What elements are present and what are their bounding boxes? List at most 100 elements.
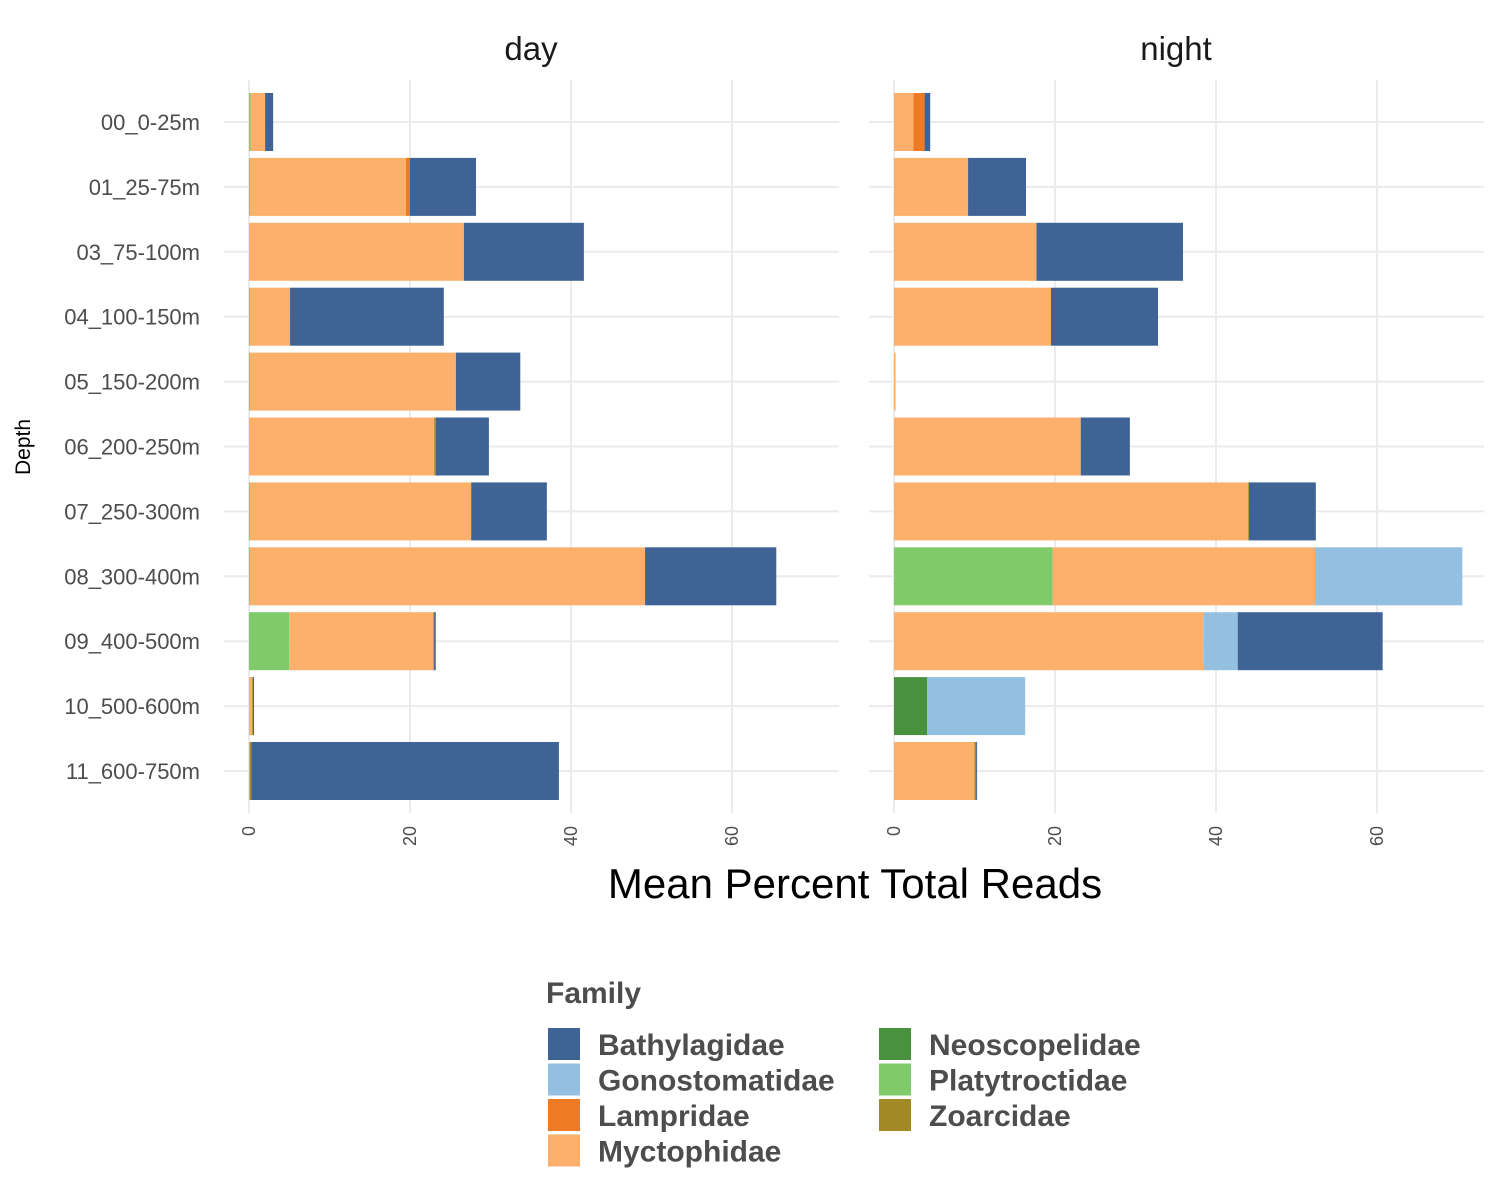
bar-segment: day 03_75-100m Myctophidae: 26.7 — [249, 222, 464, 281]
bar-segment: night 03_75-100m Bathylagidae: 18.2 — [1036, 222, 1183, 281]
bar-segment: night 00_0-25m Myctophidae: 2.4 — [894, 93, 914, 151]
bar-segment: day 06_200-250m Myctophidae: 23 — [249, 417, 435, 476]
chart-panels: day 00_0-25m Platytroctidae: 0.2day 00_0… — [224, 30, 1484, 846]
bar-segment: day 08_300-400m Myctophidae: 49.1 — [249, 547, 646, 606]
legend-items: BathylagidaeGonostomatidaeLampridaeMycto… — [548, 1028, 1141, 1169]
bar-segment: day 04_100-150m Platytroctidae: 0.1 — [249, 287, 250, 346]
bar-segment: night 11_600-750m Myctophidae: 10 — [894, 742, 975, 800]
y-tick-label: 01_25-75m — [89, 175, 200, 200]
bar-segment: night 06_200-250m Myctophidae: 23.2 — [894, 417, 1081, 476]
legend: Family BathylagidaeGonostomatidaeLamprid… — [546, 977, 1141, 1169]
bar-segment: night 07_250-300m Myctophidae: 44 — [894, 482, 1249, 541]
y-tick-labels: 00_0-25m 01_25-75m 03_75-100m 04_100-150m 05… — [64, 110, 200, 784]
legend-label: Myctophidae — [598, 1136, 781, 1169]
bar-segment: day 06_200-250m Bathylagidae: 6.6 — [435, 417, 489, 476]
bar-segment: day 05_150-200m Platytroctidae: 0.1 — [249, 352, 250, 411]
y-tick-label: 00_0-25m — [101, 110, 200, 135]
x-tick-label: 20 — [1045, 826, 1065, 846]
legend-item: Zoarcidae — [879, 1099, 1071, 1133]
legend-swatch — [548, 1063, 580, 1096]
facet-title-day: day — [504, 30, 558, 67]
y-tick-label: 06_200-250m — [64, 435, 200, 460]
legend-swatch — [548, 1134, 580, 1167]
bar-segment: day 00_0-25m Myctophidae: 1.8 — [250, 93, 266, 151]
legend-label: Platytroctidae — [929, 1065, 1127, 1098]
bar-segment: day 08_300-400m Platytroctidae: 0.1 — [249, 547, 250, 606]
x-tick-label: 40 — [561, 826, 581, 846]
bar-segment: day 06_200-250m Zoarcidae: 0.2 — [434, 417, 436, 476]
bar-segment: day 00_0-25m Platytroctidae: 0.2 — [249, 93, 251, 151]
bar-segment: day 10_500-600m Zoarcidae: 0.1 — [252, 677, 254, 736]
legend-item: Neoscopelidae — [879, 1028, 1141, 1062]
bar-segment: night 01_25-75m Myctophidae: 9.2 — [894, 157, 969, 216]
legend-item: Platytroctidae — [879, 1063, 1127, 1098]
bar-segment: day 04_100-150m Bathylagidae: 19.1 — [290, 287, 444, 346]
legend-swatch — [548, 1028, 580, 1060]
bar-segment: night 11_600-750m Zoarcidae: 0.2 — [974, 742, 977, 800]
bar-segment: night 03_75-100m Myctophidae: 17.7 — [894, 222, 1037, 281]
legend-label: Zoarcidae — [929, 1100, 1071, 1133]
bar-segment: day 07_250-300m Bathylagidae: 9.4 — [471, 482, 547, 541]
y-axis-title: Depth — [12, 419, 35, 475]
bar-segment: day 04_100-150m Myctophidae: 5 — [249, 287, 291, 346]
legend-label: Lampridae — [598, 1100, 750, 1133]
bar-segment: day 11_600-750m Bathylagidae: 38.2 — [251, 742, 559, 800]
bar-segment: day 11_600-750m Myctophidae: 0.1 — [249, 742, 250, 800]
facet-title-night: night — [1140, 30, 1212, 67]
y-tick-label: 07_250-300m — [64, 499, 200, 524]
legend-item: Bathylagidae — [548, 1028, 785, 1062]
bar-segment: night 04_100-150m Bathylagidae: 13.3 — [1050, 287, 1159, 346]
x-tick-label: 0 — [884, 826, 904, 836]
bar-segment: day 07_250-300m Platytroctidae: 0.1 — [249, 482, 250, 541]
bar-segment: night 07_250-300m Zoarcidae: 0.1 — [1248, 482, 1250, 541]
bar-segment: day 01_25-75m Platytroctidae: 0.1 — [249, 157, 250, 216]
legend-label: Neoscopelidae — [929, 1029, 1141, 1062]
legend-label: Bathylagidae — [598, 1029, 785, 1062]
x-tick-label: 20 — [400, 826, 420, 846]
x-tick-label: 40 — [1206, 826, 1226, 846]
x-tick-label: 0 — [239, 826, 259, 836]
x-tick-label: 60 — [722, 826, 742, 846]
bar-segment: day 05_150-200m Myctophidae: 25.6 — [249, 352, 456, 411]
bar-segment: day 07_250-300m Myctophidae: 27.5 — [249, 482, 472, 541]
legend-item: Lampridae — [548, 1099, 750, 1133]
y-tick-label: 08_300-400m — [64, 564, 200, 589]
bar-segment: day 10_500-600m Myctophidae: 0.4 — [249, 677, 253, 736]
y-tick-label: 11_600-750m — [66, 759, 200, 784]
bar-segment: day 09_400-500m Zoarcidae: 0.1 — [433, 612, 435, 671]
bar-segment: night 04_100-150m Myctophidae: 19.5 — [894, 287, 1051, 346]
legend-label: Gonostomatidae — [598, 1065, 835, 1098]
bar-segment: night 09_400-500m Gonostomatidae: 4.2 — [1203, 612, 1238, 671]
bar-segment: night 07_250-300m Bathylagidae: 8.3 — [1249, 482, 1316, 541]
bar-segment: day 05_150-200m Bathylagidae: 8 — [455, 352, 521, 411]
bar-segment: day 01_25-75m Lampridae: 0.5 — [405, 157, 411, 216]
legend-swatch — [879, 1063, 911, 1096]
bar-segment: day 01_25-75m Myctophidae: 19.4 — [249, 157, 406, 216]
legend-item: Gonostomatidae — [548, 1063, 835, 1098]
legend-swatch — [548, 1099, 580, 1131]
bar-segment: day 11_600-750m Zoarcidae: 0.2 — [249, 742, 252, 800]
y-tick-label: 03_75-100m — [76, 240, 200, 265]
bar-segment: day 08_300-400m Bathylagidae: 16.3 — [645, 547, 777, 606]
legend-title: Family — [546, 977, 641, 1010]
bar-segment: night 08_300-400m Platytroctidae: 19.7 — [894, 547, 1053, 606]
bar-segment: night 05_150-200m Myctophidae: 0.2 — [894, 352, 896, 411]
y-tick-label: 09_400-500m — [64, 629, 200, 654]
y-tick-label: 05_150-200m — [64, 370, 200, 395]
x-axis-title: Mean Percent Total Reads — [608, 860, 1102, 907]
bar-segment: night 06_200-250m Bathylagidae: 6.1 — [1080, 417, 1130, 476]
bar-segment: day 10_500-600m Bathylagidae: 0.1 — [253, 677, 255, 736]
bar-segment: night 00_0-25m Lampridae: 1.4 — [913, 93, 925, 151]
panel-day: day 00_0-25m Platytroctidae: 0.2day 00_0… — [224, 30, 839, 846]
bar-segment: night 11_600-750m Bathylagidae: 0.1 — [976, 742, 978, 800]
bar-segment: night 09_400-500m Bathylagidae: 18 — [1237, 612, 1383, 671]
panel-night: night 00_0-25m Myctophidae: 2.4night 00_… — [869, 30, 1484, 846]
bar-segment: day 09_400-500m Myctophidae: 17.9 — [289, 612, 434, 671]
bar-segment: day 00_0-25m Bathylagidae: 1 — [265, 93, 274, 151]
x-tick-label: 60 — [1367, 826, 1387, 846]
y-tick-label: 10_500-600m — [64, 694, 200, 719]
bar-segment: night 08_300-400m Gonostomatidae: 18.3 — [1315, 547, 1463, 606]
legend-swatch — [879, 1099, 911, 1131]
bar-segment: day 03_75-100m Bathylagidae: 14.9 — [463, 222, 584, 281]
